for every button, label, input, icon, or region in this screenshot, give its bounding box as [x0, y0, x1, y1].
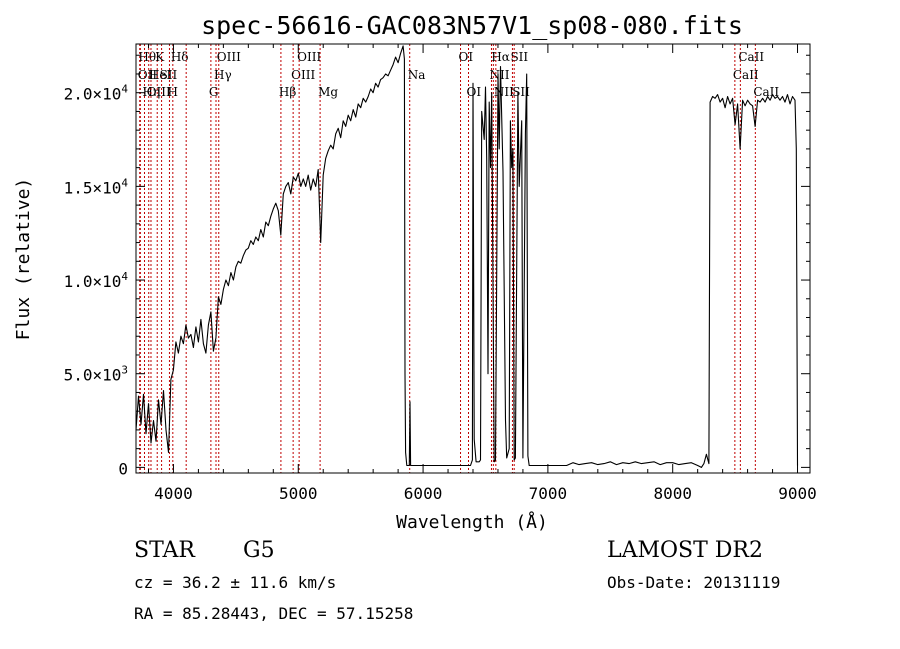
line-marker-label-13: Hβ: [279, 85, 296, 99]
y-tick-label-3: 1.5×104: [64, 176, 129, 197]
line-marker-label-27: CaII: [753, 85, 779, 99]
line-marker-label-4: OIII: [147, 85, 171, 99]
x-axis-label: Wavelength (Å): [396, 511, 548, 533]
x-tick-label-0: 4000: [154, 484, 193, 503]
object-subclass: G5: [243, 538, 275, 563]
line-marker-label-17: Na: [408, 68, 426, 82]
line-marker-label-15: OIII: [297, 50, 321, 64]
y-axis-label: Flux (relative): [13, 178, 34, 341]
y-tick-label-1: 5.0×103: [64, 364, 128, 385]
x-axis: 4000 5000 6000 7000 8000 9000: [147, 44, 817, 503]
chart-title: spec-56616-GAC083N57V1_sp08-080.fits: [201, 11, 743, 40]
spectrum-line-0: [135, 45, 799, 468]
line-marker-label-21: Hα: [491, 50, 510, 64]
x-tick-label-5: 9000: [778, 484, 817, 503]
line-marker-label-12: OIII: [217, 50, 241, 64]
x-tick-label-1: 5000: [279, 484, 318, 503]
survey-label: LAMOST DR2: [607, 538, 763, 563]
y-axis: 0 5.0×103 1.0×104 1.5×104 2.0×104: [64, 54, 810, 478]
line-marker-label-3: HeI: [149, 68, 172, 82]
line-marker-label-18: OI: [459, 50, 474, 64]
coordinates-readout: RA = 85.28443, DEC = 57.15258: [134, 604, 414, 623]
y-tick-label-4: 2.0×104: [64, 83, 129, 104]
y-tick-label-2: 1.0×104: [64, 270, 129, 291]
line-marker-label-16: Mg: [318, 85, 338, 99]
line-marker-label-11: Hγ: [214, 68, 232, 82]
line-marker-label-14: OIII: [291, 68, 315, 82]
line-marker-label-1: OII: [138, 68, 158, 82]
line-marker-layer: HθOIIHηHeIOIIIKSIIHHδGHγOIIIHβOIIIOIIIMg…: [138, 44, 779, 473]
y-tick-label-0: 0: [118, 459, 128, 478]
object-class: STAR: [134, 538, 195, 563]
line-marker-label-5: K: [155, 50, 165, 64]
series-layer: [135, 45, 799, 468]
line-marker-label-20: NII: [489, 68, 509, 82]
line-marker-label-24: SII: [512, 85, 530, 99]
line-marker-label-22: NII: [494, 85, 514, 99]
line-marker-label-23: SII: [510, 50, 528, 64]
line-marker-label-8: Hδ: [171, 50, 189, 64]
redshift-readout: cz = 36.2 ± 11.6 km/s: [134, 573, 337, 592]
x-tick-label-2: 6000: [404, 484, 443, 503]
obs-date-readout: Obs-Date: 20131119: [607, 573, 781, 592]
line-marker-label-0: Hθ: [138, 50, 156, 64]
line-marker-label-25: CaII: [733, 68, 759, 82]
line-marker-label-19: OI: [467, 85, 482, 99]
x-tick-label-4: 8000: [653, 484, 692, 503]
line-marker-label-10: G: [209, 85, 219, 99]
line-marker-label-26: CaII: [738, 50, 764, 64]
x-tick-label-3: 7000: [529, 484, 568, 503]
line-marker-label-6: SII: [160, 68, 178, 82]
